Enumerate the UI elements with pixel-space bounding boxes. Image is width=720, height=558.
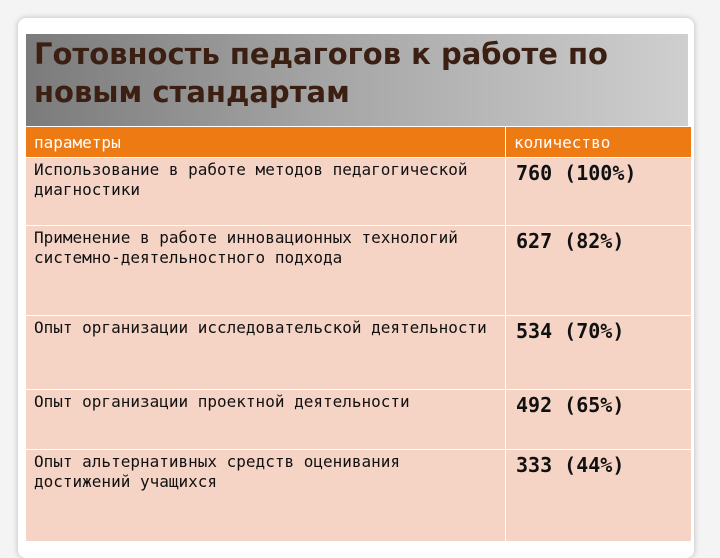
title-line-1: Готовность педагогов к работе по [34, 37, 608, 71]
table-row: Опыт организации проектной деятельности … [25, 389, 692, 450]
count-cell: 627 (82%) [505, 225, 692, 316]
parameter-cell: Опыт организации проектной деятельности [25, 389, 506, 450]
table-row: Применение в работе инновационных технол… [25, 225, 692, 316]
count-cell: 333 (44%) [505, 449, 692, 542]
column-header-count: количество [505, 126, 692, 158]
count-cell: 492 (65%) [505, 389, 692, 450]
title-line-2: новым стандартам [34, 75, 350, 109]
table-header-row: параметры количество [25, 126, 692, 158]
table-row: Использование в работе методов педагогич… [25, 157, 692, 226]
table-row: Опыт организации исследовательской деяте… [25, 315, 692, 390]
parameter-cell: Применение в работе инновационных технол… [25, 225, 506, 316]
table-row: Опыт альтернативных средств оценивания д… [25, 449, 692, 542]
title-banner [26, 34, 688, 126]
parameter-cell: Опыт альтернативных средств оценивания д… [25, 449, 506, 542]
parameter-cell: Использование в работе методов педагогич… [25, 157, 506, 226]
parameter-cell: Опыт организации исследовательской деяте… [25, 315, 506, 390]
parameters-table: параметры количество Использование в раб… [25, 126, 692, 542]
slide-title: Готовность педагогов к работе по новым с… [34, 35, 684, 111]
count-cell: 760 (100%) [505, 157, 692, 226]
count-cell: 534 (70%) [505, 315, 692, 390]
column-header-parameters: параметры [25, 126, 506, 158]
